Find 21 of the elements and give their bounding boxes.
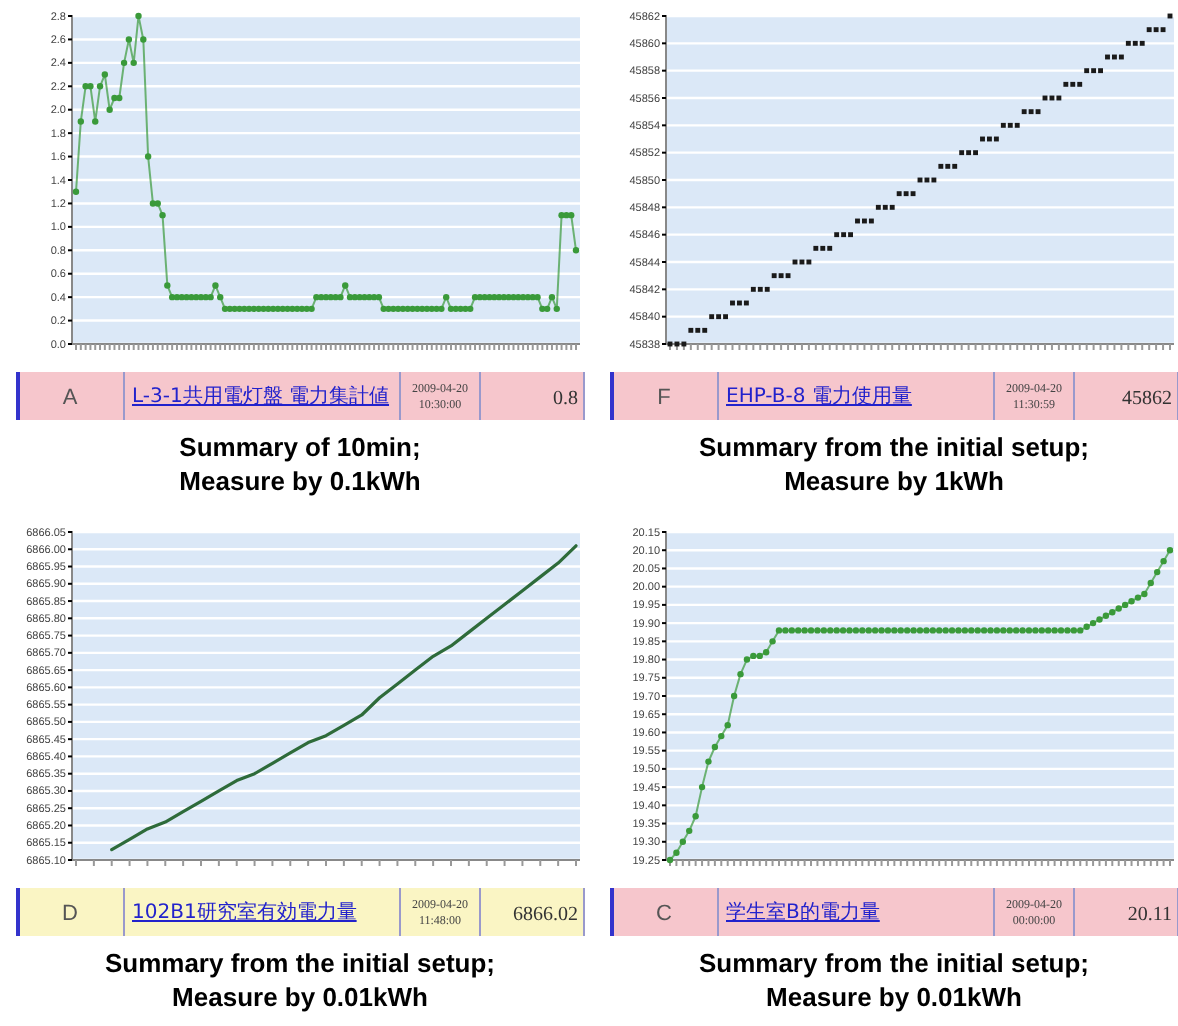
- text: C: [656, 902, 673, 926]
- text: 0.8: [553, 388, 578, 410]
- text: 102B1研究室有効電力量: [132, 900, 357, 924]
- line-series: [110, 544, 578, 852]
- text: Measure by 1kWh: [784, 466, 1004, 496]
- text: A: [62, 386, 79, 410]
- text: 6866.02: [513, 904, 578, 926]
- text: Summary from the initial setup;: [104, 948, 496, 978]
- text: Summary from the initial setup;: [698, 432, 1090, 462]
- text: L-3-1共用電灯盤 電力集計値: [132, 384, 390, 408]
- text: D: [62, 902, 79, 926]
- text: F: [657, 386, 672, 410]
- text: 20.11: [1127, 904, 1172, 926]
- text: 学生室B的電力量: [726, 900, 880, 924]
- text: Measure by 0.01kWh: [766, 982, 1022, 1012]
- text: EHP-B-8 電力使用量: [726, 384, 912, 408]
- text: Summary from the initial setup;: [698, 948, 1090, 978]
- text: 45862: [1122, 388, 1172, 410]
- text: Summary of 10min;: [179, 432, 421, 462]
- text: Measure by 0.01kWh: [172, 982, 428, 1012]
- text: Measure by 0.1kWh: [179, 466, 421, 496]
